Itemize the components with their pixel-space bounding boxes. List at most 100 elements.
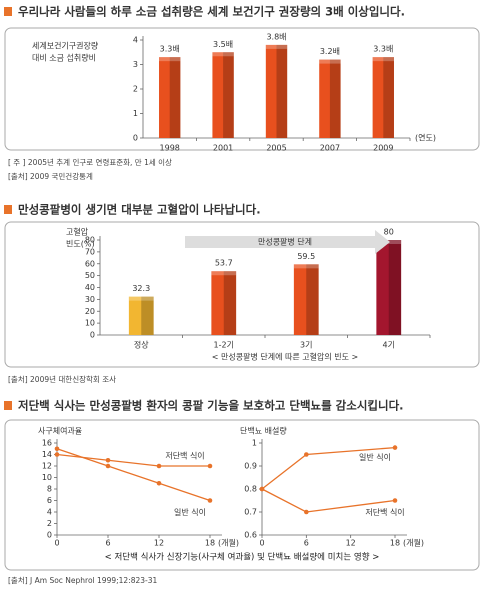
point <box>105 463 111 469</box>
x-tick-label: 18 <box>205 539 215 548</box>
y-tick-label: 50 <box>85 271 95 280</box>
x-tick-label: 12 <box>346 539 356 548</box>
x-tick-label: 4기 <box>383 341 395 350</box>
bar <box>293 264 319 335</box>
heading-marker <box>4 205 12 214</box>
x-unit: (개월) <box>403 538 424 548</box>
bar <box>128 296 154 335</box>
x-tick-label: 2001 <box>213 144 233 153</box>
bar <box>159 57 181 138</box>
series-label: 저단백 식이 <box>365 507 404 517</box>
x-tick-label: 18 <box>390 539 400 548</box>
y-axis-label: 고혈압 <box>66 227 89 237</box>
value-label: 32.3 <box>132 284 150 293</box>
section-heading: 만성콩팥병이 생기면 대부분 고혈압이 나타납니다. <box>18 203 261 217</box>
bar-shade <box>276 44 288 138</box>
series-label: 일반 식이 <box>359 452 391 462</box>
y-tick-label: 0 <box>47 531 52 540</box>
point <box>304 452 309 457</box>
y-tick-label: 0 <box>133 134 138 143</box>
panel <box>4 27 480 151</box>
y-tick-label: 14 <box>42 450 52 459</box>
x-tick-label: 1998 <box>160 144 180 153</box>
y-tick-label: 10 <box>42 473 52 482</box>
y-tick-label: 60 <box>85 259 95 268</box>
point <box>54 452 60 457</box>
bar-shade <box>223 52 234 138</box>
point <box>304 509 309 515</box>
y-tick-label: 0.6 <box>244 531 257 540</box>
bar <box>212 52 234 138</box>
bar <box>265 44 288 138</box>
x-unit: (연도) <box>415 134 436 143</box>
point <box>207 498 213 503</box>
y-tick-label: 6 <box>47 496 52 505</box>
y-tick-label: 30 <box>85 295 95 304</box>
y-tick-label: 20 <box>85 307 95 316</box>
arrow <box>185 230 390 254</box>
x-tick-label: 2007 <box>320 144 340 153</box>
y-tick-label: 1 <box>252 439 257 448</box>
y-tick-label: 0.9 <box>244 462 257 471</box>
section-heading: 우리나라 사람들의 하루 소금 섭취량은 세계 보건기구 권장량의 3배 이상입… <box>18 5 405 19</box>
panel <box>4 419 480 571</box>
y-tick-label: 2 <box>47 519 52 528</box>
bar <box>376 240 402 335</box>
bar <box>211 271 237 335</box>
bar-top <box>265 44 288 49</box>
y-axis-label: 사구체여과율 <box>38 426 82 436</box>
point <box>392 498 398 503</box>
x-tick-label: 0 <box>259 539 264 548</box>
y-tick-label: 3 <box>133 60 138 69</box>
point <box>105 457 111 463</box>
note: [출처] 2009년 대한신장학회 조사 <box>8 374 116 384</box>
x-tick-label: 12 <box>154 539 164 548</box>
value-label: 80 <box>384 228 394 237</box>
value-label: 59.5 <box>297 252 315 261</box>
point <box>259 486 265 492</box>
value-label: 3.3배 <box>373 45 393 54</box>
note: [출처] 2009 국민건강통계 <box>8 171 93 181</box>
y-axis-label: 대비 소금 섭취량비 <box>32 53 96 63</box>
y-tick-label: 40 <box>85 283 95 292</box>
y-tick-label: 2 <box>133 85 138 94</box>
bar-shade <box>141 296 154 335</box>
bar <box>372 57 394 138</box>
point <box>392 445 398 450</box>
y-axis-label: 단백뇨 배설량 <box>240 426 287 436</box>
x-unit: (개월) <box>218 538 239 548</box>
bar <box>319 59 341 138</box>
x-tick-label: 2005 <box>266 144 286 153</box>
y-axis-label: 빈도(%) <box>66 240 95 249</box>
series-label: 저단백 식이 <box>165 451 204 461</box>
section-heading: 저단백 식사는 만성콩팥병 환자의 콩팥 기능을 보호하고 단백뇨를 감소시킵니… <box>18 399 404 413</box>
y-tick-label: 8 <box>47 485 52 494</box>
point <box>156 463 162 469</box>
bar-top <box>159 57 181 62</box>
x-tick-label: 0 <box>54 539 59 548</box>
bar-shade <box>388 240 402 335</box>
x-tick-label: 정상 <box>134 340 149 350</box>
y-tick-label: 0 <box>90 331 95 340</box>
bar-shade <box>223 271 237 335</box>
arrow-label: 만성콩팥병 단계 <box>258 237 312 247</box>
point <box>54 446 60 452</box>
value-label: 3.5배 <box>213 40 233 49</box>
note: [ 주 ] 2005년 추계 인구로 연령표준화, 만 1세 이상 <box>8 157 172 167</box>
x-tick-label: 6 <box>304 539 309 548</box>
bar-top <box>211 271 237 276</box>
y-tick-label: 16 <box>42 439 52 448</box>
point <box>207 463 213 469</box>
y-tick-label: 4 <box>133 36 138 45</box>
y-tick-label: 80 <box>85 236 95 245</box>
y-tick-label: 10 <box>85 319 95 328</box>
series-label: 일반 식이 <box>174 507 206 517</box>
x-tick-label: 1-2기 <box>214 341 234 350</box>
y-tick-label: 1 <box>133 109 138 118</box>
bar-shade <box>383 57 394 138</box>
heading-marker <box>4 7 12 16</box>
bar-shade <box>329 59 341 138</box>
x-tick-label: 6 <box>105 539 110 548</box>
caption: < 저단백 식사가 신장기능(사구체 여과율) 및 단백뇨 배설량에 미치는 영… <box>105 552 380 563</box>
